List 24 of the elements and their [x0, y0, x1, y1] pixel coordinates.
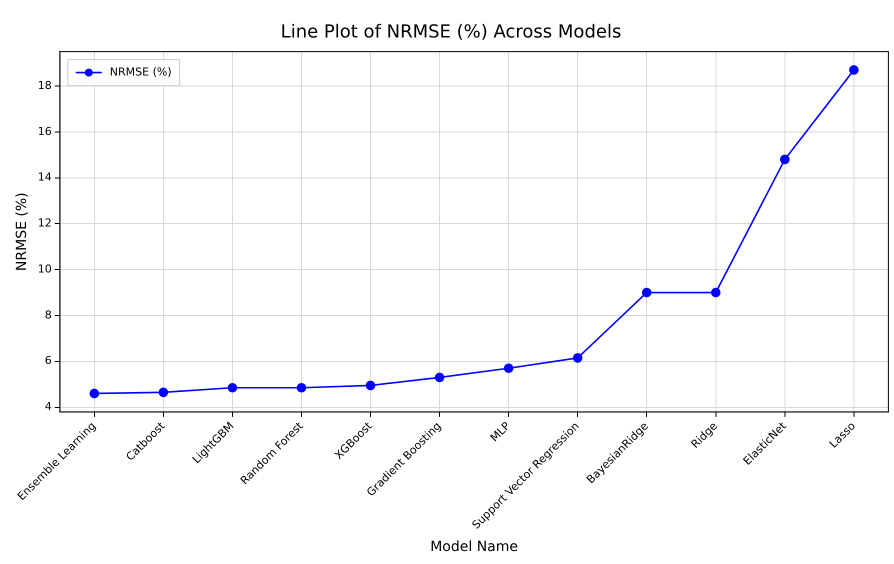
point: [504, 363, 514, 374]
point: [434, 372, 444, 382]
point: [158, 388, 168, 398]
y-tick-label: 8: [44, 308, 52, 322]
point: [296, 382, 306, 393]
y-tick-label: 4: [44, 400, 52, 414]
y-axis-title: NRMSE (%): [14, 192, 30, 272]
y-tick-label: 14: [38, 170, 52, 184]
x-axis-title: Model Name: [430, 539, 518, 556]
y-tick-label: 10: [38, 262, 52, 276]
y-tick-label: 12: [38, 216, 52, 230]
y-tick-label: 16: [38, 124, 52, 138]
point: [780, 154, 790, 164]
y-tick-label: 18: [38, 78, 52, 92]
legend-label: NRMSE (%): [110, 65, 172, 78]
point: [572, 353, 582, 363]
point: [710, 288, 721, 298]
point: [90, 388, 100, 398]
point: [228, 382, 238, 393]
point: [642, 288, 652, 298]
point: [366, 380, 376, 390]
chart-title: Line Plot of NRMSE (%) Across Models: [280, 21, 622, 42]
y-tick-label: 6: [44, 354, 52, 368]
point: [849, 65, 859, 75]
